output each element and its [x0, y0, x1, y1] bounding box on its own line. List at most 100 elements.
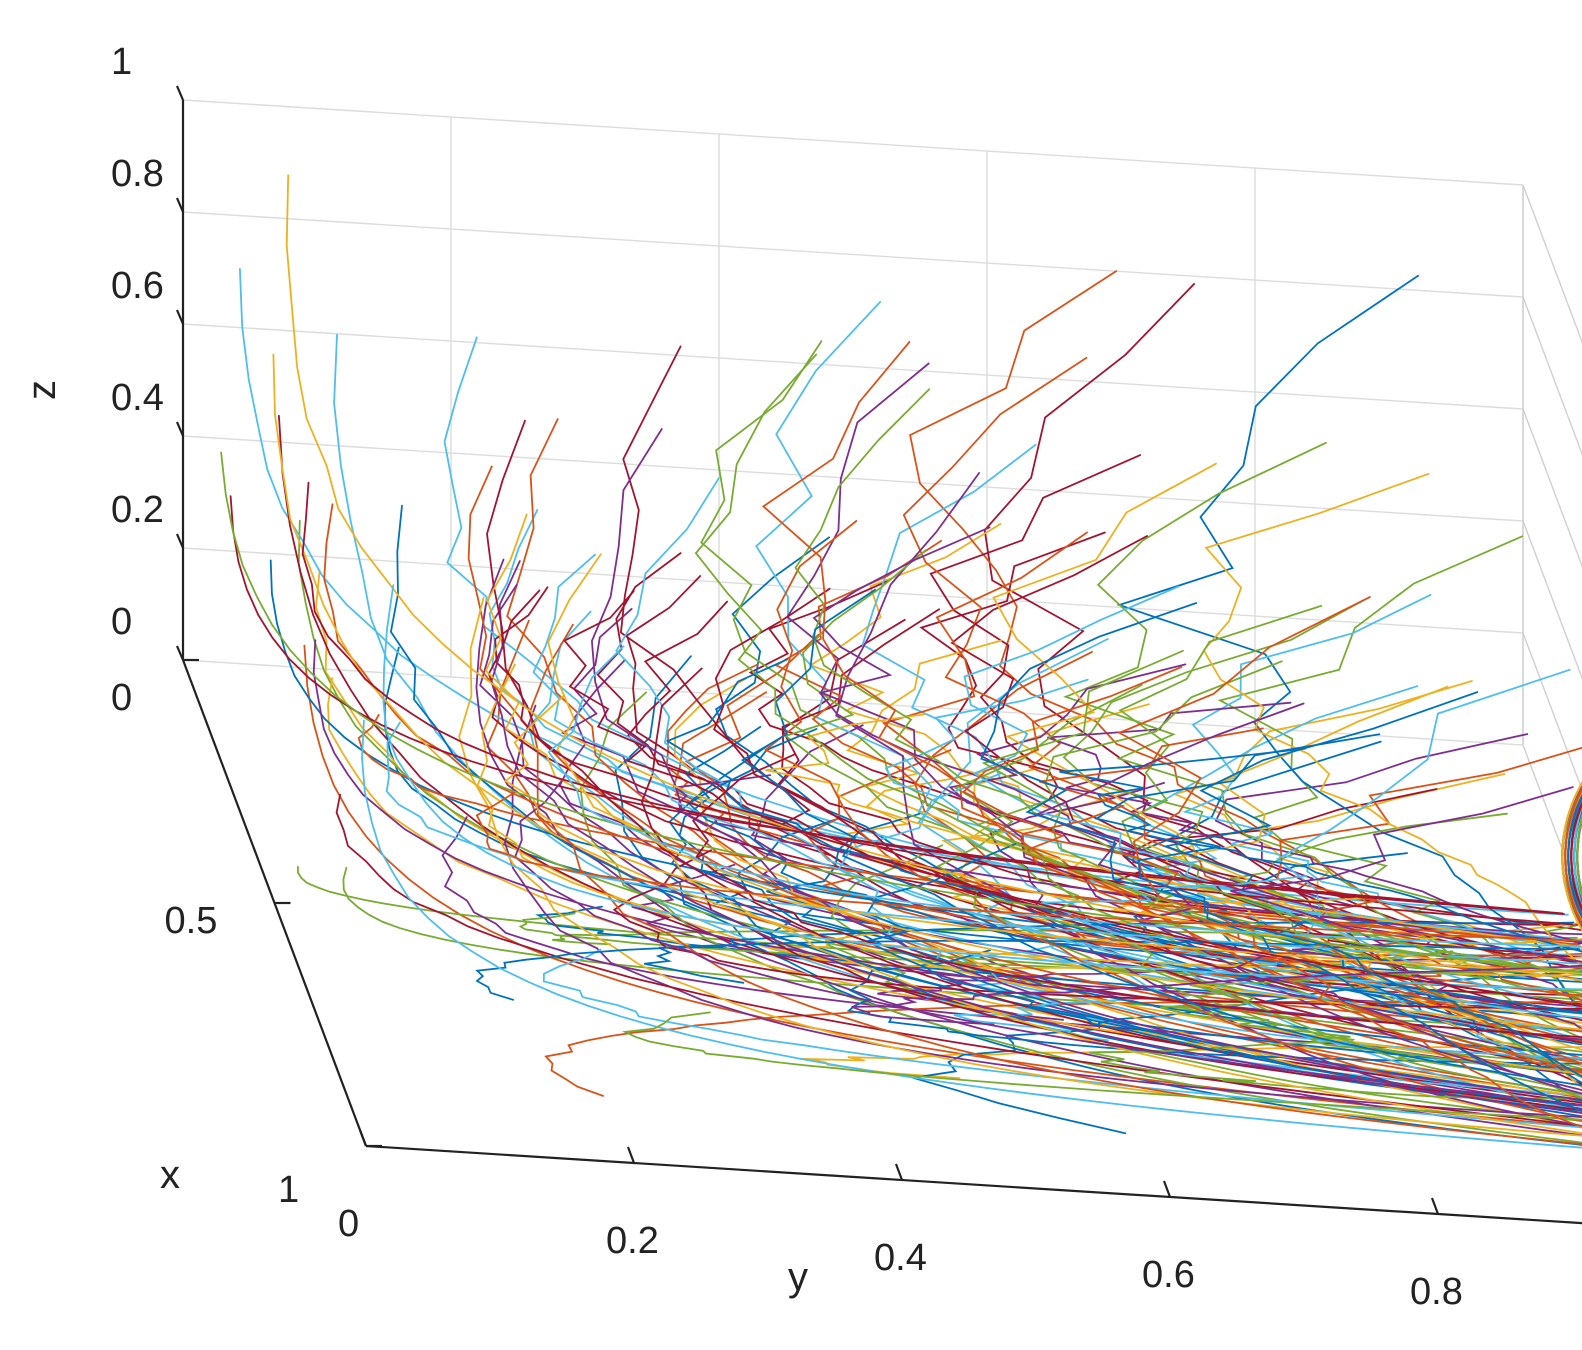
y-tick [1162, 1180, 1172, 1198]
grid [182, 99, 1582, 904]
trajectory [980, 602, 1582, 1113]
z-tick [175, 197, 185, 213]
trajectory [622, 1011, 1582, 1121]
trajectory [579, 691, 1582, 1144]
y-axis [365, 1144, 1582, 1225]
trajectory [494, 586, 1573, 926]
grid-line-z-right [1522, 632, 1582, 792]
trajectory [975, 649, 1582, 1095]
trajectory [327, 677, 1582, 1098]
x-axis-label: x [160, 1153, 180, 1197]
trajectory [475, 939, 1581, 1001]
trajectory [845, 639, 1582, 1028]
trajectory [547, 645, 1582, 947]
z-tick-label: 0.8 [111, 153, 164, 195]
trajectory [963, 585, 1582, 1009]
trajectory [691, 753, 1582, 1038]
trajectory [1063, 441, 1582, 1039]
trajectory [971, 703, 1582, 1068]
trajectory [1116, 274, 1582, 1015]
y-tick-label: 0.2 [606, 1220, 659, 1262]
trajectory [220, 451, 1582, 974]
trajectory [612, 849, 1582, 1010]
z-tick [175, 645, 185, 661]
trajectory [239, 268, 1578, 949]
trajectory [229, 495, 1564, 915]
trajectory [786, 362, 1582, 1092]
trajectory [774, 540, 1582, 1043]
trajectory [315, 569, 1582, 1102]
grid-line-z [182, 211, 1524, 298]
trajectory [1217, 535, 1582, 1011]
trajectory [285, 174, 1582, 982]
z-axis-label: z [20, 380, 64, 400]
trajectory [1059, 747, 1582, 953]
trajectory [301, 481, 1565, 915]
trajectory [490, 560, 1582, 1114]
trajectory [476, 663, 1582, 977]
trajectory [761, 341, 1582, 1073]
trajectory [846, 949, 1582, 1065]
trajectory [514, 780, 1582, 1106]
axes [175, 85, 1582, 1225]
y-tick [358, 1129, 368, 1147]
y-tick-label: 0 [338, 1203, 359, 1245]
trajectory [1117, 596, 1582, 1128]
trajectory [382, 584, 1582, 991]
limit-cycle-ring [1570, 801, 1582, 912]
z-tick [175, 533, 185, 549]
grid-line-z-right [1522, 408, 1582, 568]
trajectory [1094, 733, 1582, 1078]
trajectories [220, 174, 1582, 1149]
trajectory [528, 623, 1582, 1145]
grid-line-z-right [1522, 184, 1582, 344]
z-tick-label: 0.6 [111, 265, 164, 307]
trajectory [563, 590, 1582, 1008]
y-tick [626, 1146, 636, 1164]
trajectory [1202, 472, 1582, 967]
z-tick-label: 0.2 [111, 489, 164, 531]
trajectory [1041, 875, 1582, 1019]
trajectory [1230, 786, 1582, 1030]
x-tick-label: 1 [278, 1169, 299, 1211]
z-tick-label: 1 [111, 41, 132, 83]
x-tick-label: 0.5 [165, 900, 218, 942]
trajectory [765, 713, 1582, 949]
limit-cycle-ring [1567, 794, 1582, 919]
trajectory [385, 721, 1582, 965]
limit-cycle-ring [1561, 781, 1582, 932]
grid-line-z-right [1522, 744, 1582, 904]
trajectory [851, 964, 1582, 1026]
trajectory [950, 535, 1582, 1022]
limit-cycle-ring [1576, 813, 1582, 900]
trajectory [1022, 727, 1582, 1065]
trajectory [755, 301, 1582, 1113]
y-tick [1430, 1197, 1440, 1215]
trajectory [1171, 680, 1582, 951]
grid-line-z [182, 659, 1524, 746]
x-tick-label: 0 [111, 677, 132, 719]
grid-line-z [182, 435, 1524, 522]
z-tick-label: 0.4 [111, 377, 164, 419]
trajectory [1047, 701, 1582, 944]
trajectory [484, 513, 1582, 1031]
limit-cycle-ring [1564, 787, 1582, 926]
z-tick [175, 309, 185, 325]
trajectory [962, 666, 1582, 1033]
trajectory [713, 587, 1582, 1044]
trajectory [503, 694, 1582, 975]
trajectory [542, 948, 1582, 1129]
z-tick [175, 85, 185, 101]
z-tick [175, 421, 185, 437]
trajectory [335, 793, 1582, 1127]
trajectory [992, 462, 1582, 1051]
y-axis-label: y [788, 1255, 808, 1299]
limit-cycle-ring [1573, 802, 1582, 911]
trajectory [764, 520, 1582, 1123]
y-tick-label: 0.8 [1410, 1271, 1463, 1313]
trajectory [475, 792, 1578, 942]
trajectory [740, 588, 1582, 1087]
trajectory [643, 921, 1575, 984]
